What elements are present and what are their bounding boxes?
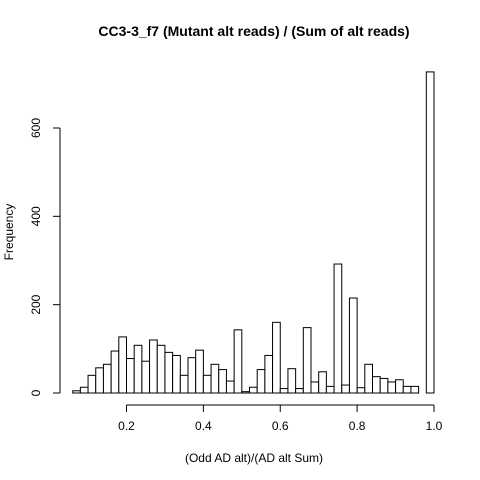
histogram-bar [79,386,89,394]
histogram-bar [233,329,243,394]
histogram-bar [410,385,420,394]
y-axis: 0 200 400 600 [29,118,61,396]
histogram-bar [256,369,266,394]
histogram-bar [149,339,158,394]
histogram-bar [387,381,397,394]
histogram-bar [402,385,412,394]
histogram-bar [141,360,151,394]
histogram-bar [325,385,335,394]
histogram-bar [249,386,258,394]
histogram-bar [379,377,389,394]
x-axis: 0.2 0.4 0.6 0.8 1.0 [118,404,443,433]
histogram-bar [202,374,212,394]
chart-title: CC3-3_f7 (Mutant alt reads) / (Sum of al… [98,23,409,39]
histogram-bar [133,344,143,394]
histogram-bar [333,263,343,394]
histogram-bar [241,391,250,394]
histogram-bar [118,336,127,394]
histogram-bar [210,363,220,394]
y-tick-label: 600 [29,118,43,138]
histogram-bar [126,358,135,394]
x-tick-label: 0.4 [195,419,212,433]
histogram-bar [87,374,97,394]
histogram-bar [187,357,197,394]
histogram-bar [264,354,274,394]
y-tick-label: 200 [29,294,43,314]
histogram-bar [279,388,289,394]
x-tick-label: 0.6 [272,419,289,433]
y-tick-label: 0 [29,389,43,396]
histogram-bar [195,349,204,394]
histogram-bar [425,71,435,394]
histogram-bar [95,367,104,394]
histogram-bar [102,363,112,394]
histogram-bar [225,380,235,394]
x-tick-label: 1.0 [426,419,443,433]
histogram-bar [218,369,227,394]
histogram-bar [172,354,181,394]
y-tick-label: 400 [29,206,43,226]
histogram-bar [341,384,350,394]
histogram-bar [179,374,189,394]
histogram-bar [287,368,297,394]
x-tick-label: 0.8 [349,419,366,433]
histogram-bar [156,344,166,394]
histogram-bar [110,350,120,394]
x-axis-label: (Odd AD alt)/(AD alt Sum) [185,451,323,465]
histogram-bar [348,297,358,394]
histogram-bar [72,390,81,394]
histogram-bar [272,321,281,394]
histogram-bar [395,379,404,394]
histogram-bar [356,387,366,394]
histogram-bar [364,363,373,394]
histogram-bar [302,327,312,394]
histogram-bar [372,376,381,394]
histogram-bar [164,351,174,394]
y-axis-label: Frequency [2,204,16,261]
histogram-bar [310,381,320,394]
histogram-bar [318,371,327,394]
bars-group [72,71,435,394]
histogram-bar [295,388,304,394]
x-tick-label: 0.2 [118,419,135,433]
